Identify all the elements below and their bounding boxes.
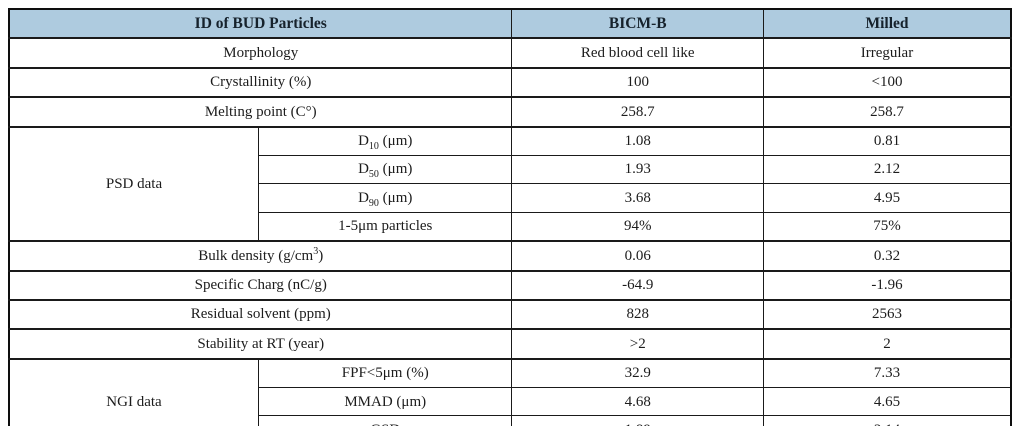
- cell-milled: 7.33: [762, 357, 1012, 389]
- label-text: ): [318, 247, 324, 264]
- label-subscript: 10: [368, 141, 379, 152]
- label-text: D: [358, 189, 369, 206]
- label-text: (μm): [378, 133, 413, 149]
- cell-bicm: -64.9: [511, 269, 764, 301]
- cell-bicm: 1.08: [511, 125, 764, 156]
- cell-bicm: 258.7: [511, 96, 764, 128]
- table-row-morphology: Morphology Red blood cell like Irregular: [8, 37, 1012, 69]
- cell-milled: Irregular: [762, 37, 1012, 69]
- cell-milled: 258.7: [762, 96, 1012, 128]
- header-row: ID of BUD Particles BICM-B Milled: [8, 8, 1012, 40]
- row-label: FPF<5μm (%): [257, 357, 513, 389]
- bud-particles-table: ID of BUD Particles BICM-B Milled Morpho…: [8, 8, 1012, 426]
- cell-milled: 2563: [762, 298, 1012, 330]
- cell-bicm: 828: [511, 298, 764, 330]
- row-label: MMAD (μm): [257, 387, 513, 417]
- cell-bicm: Red blood cell like: [511, 37, 764, 69]
- header-cell-bicm: BICM-B: [511, 8, 764, 40]
- table-row-specific-charge: Specific Charg (nC/g) -64.9 -1.96: [8, 269, 1012, 301]
- label-superscript: 3: [313, 245, 319, 257]
- cell-bicm: 4.68: [511, 387, 764, 417]
- cell-bicm: 0.06: [511, 240, 764, 272]
- table-row-residual-solvent: Residual solvent (ppm) 828 2563: [8, 298, 1012, 330]
- row-label: Crystallinity (%): [8, 66, 513, 98]
- row-label: Residual solvent (ppm): [8, 298, 513, 330]
- table-row-psd-d10: PSD data D10 (μm) 1.08 0.81: [8, 125, 1012, 242]
- cell-milled: 2: [762, 328, 1012, 360]
- cell-bicm: 100: [511, 66, 764, 98]
- table-row-crystallinity: Crystallinity (%) 100 <100: [8, 66, 1012, 98]
- cell-milled: 4.95: [762, 183, 1012, 213]
- table-row-stability: Stability at RT (year) >2 2: [8, 328, 1012, 360]
- label-text: D: [358, 161, 369, 178]
- row-label: GSD: [257, 415, 513, 426]
- label-text: Bulk density (g/cm: [198, 247, 314, 264]
- cell-milled: 75%: [762, 211, 1012, 242]
- cell-bicm: 32.9: [511, 357, 764, 389]
- header-cell-milled: Milled: [762, 8, 1012, 40]
- ngi-group-label: NGI data: [8, 357, 259, 426]
- row-label: Melting point (C°): [8, 96, 513, 128]
- cell-milled: 0.81: [762, 125, 1012, 156]
- row-label: 1-5μm particles: [257, 211, 513, 242]
- cell-bicm: 3.68: [511, 183, 764, 213]
- table-row-ngi-gsd: GSD 1.89 2.14: [9, 415, 1012, 426]
- table-row-psd-d90: D90 (μm) 3.68 4.95: [9, 183, 1012, 213]
- cell-milled: 0.32: [762, 240, 1012, 272]
- cell-milled: 4.65: [762, 387, 1012, 417]
- table-row-ngi-mmad: MMAD (μm) 4.68 4.65: [9, 387, 1012, 417]
- label-text: (μm): [378, 189, 413, 206]
- cell-milled: <100: [762, 66, 1012, 98]
- table-row-psd-fine-fraction: 1-5μm particles 94% 75%: [9, 211, 1012, 242]
- table-row-ngi-fpf: NGI data FPF<5μm (%) 32.9 7.33: [8, 357, 1012, 426]
- cell-bicm: 94%: [511, 211, 764, 242]
- cell-bicm: 1.93: [511, 154, 764, 185]
- row-label-d10: D10 (μm): [257, 125, 513, 156]
- row-label-d90: D90 (μm): [257, 183, 513, 213]
- cell-milled: 2.12: [762, 154, 1012, 185]
- label-text: (μm): [378, 161, 413, 178]
- header-cell-id: ID of BUD Particles: [8, 8, 513, 40]
- table-row-melting-point: Melting point (C°) 258.7 258.7: [8, 96, 1012, 128]
- row-label: Specific Charg (nC/g): [8, 269, 513, 301]
- cell-milled: 2.14: [762, 415, 1012, 426]
- table-row-bulk-density: Bulk density (g/cm3) 0.06 0.32: [8, 240, 1012, 272]
- cell-bicm: >2: [511, 328, 764, 360]
- cell-bicm: 1.89: [511, 415, 764, 426]
- row-label: Morphology: [8, 37, 513, 69]
- row-label: Stability at RT (year): [8, 328, 513, 360]
- cell-milled: -1.96: [762, 269, 1012, 301]
- label-subscript: 90: [368, 197, 379, 209]
- row-label-bulk-density: Bulk density (g/cm3): [8, 240, 513, 272]
- row-label-d50: D50 (μm): [257, 154, 513, 185]
- label-text: D: [358, 133, 369, 149]
- psd-group-label: PSD data: [8, 125, 259, 242]
- label-subscript: 50: [368, 169, 379, 181]
